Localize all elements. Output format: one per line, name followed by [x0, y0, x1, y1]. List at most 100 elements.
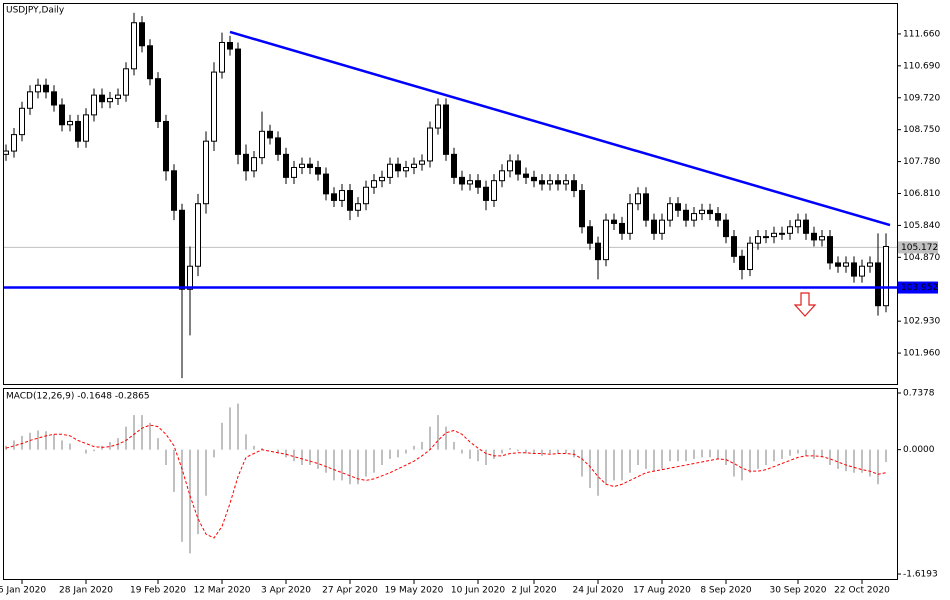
y-tick-label: 109.720: [903, 93, 940, 103]
candle-body: [803, 219, 809, 234]
candle-body: [667, 203, 673, 221]
candle-body: [115, 94, 121, 99]
x-tick-label: 2 Jul 2020: [511, 586, 556, 596]
candle-body: [419, 160, 425, 165]
candle-body: [515, 160, 521, 175]
candle-body: [531, 176, 537, 182]
y-tick-label: -1.6193: [903, 570, 938, 580]
y-tick-label: 110.690: [903, 61, 940, 71]
x-tick-label: 19 May 2020: [385, 586, 444, 596]
y-tick-label: 0.7378: [903, 389, 935, 399]
candle-body: [259, 130, 265, 159]
x-tick-label: 17 Aug 2020: [633, 586, 691, 596]
candle-body: [331, 193, 337, 201]
candle-body: [635, 193, 641, 205]
level-label: 103.952: [901, 283, 938, 293]
candle-body: [643, 193, 649, 221]
candle-body: [475, 180, 481, 188]
candle-body: [523, 173, 529, 178]
candle-body: [379, 176, 385, 182]
candle-body: [323, 173, 329, 195]
candle-body: [43, 84, 49, 93]
candle-body: [203, 140, 209, 205]
candle-body: [315, 167, 321, 175]
candle-body: [571, 180, 577, 192]
y-tick-label: 111.660: [903, 29, 940, 39]
candle-body: [139, 22, 145, 47]
candle-body: [235, 48, 241, 155]
candle-body: [675, 203, 681, 211]
candle-body: [427, 127, 433, 162]
candle-body: [107, 97, 113, 103]
candle-body: [83, 114, 89, 142]
candle-body: [99, 94, 105, 103]
candle-body: [275, 137, 281, 155]
candle-body: [547, 180, 553, 185]
candle-body: [555, 180, 561, 185]
candle-body: [27, 91, 33, 109]
candle-body: [291, 167, 297, 178]
candle-body: [163, 120, 169, 172]
chart-title: USDJPY,Daily: [6, 6, 65, 16]
candle-body: [251, 157, 257, 172]
candle-body: [283, 153, 289, 178]
candle-body: [363, 186, 369, 205]
candle-body: [451, 153, 457, 178]
candle-body: [755, 236, 761, 244]
candle-body: [299, 163, 305, 169]
candle-body: [707, 209, 713, 215]
candle-body: [883, 245, 889, 307]
candle-body: [467, 180, 473, 185]
candle-body: [187, 265, 193, 290]
candle-body: [595, 242, 601, 261]
candle-body: [659, 219, 665, 234]
candle-body: [443, 104, 449, 155]
y-tick-label: 0.0000: [903, 445, 935, 455]
candle-body: [651, 219, 657, 234]
candle-body: [739, 255, 745, 271]
y-tick-label: 105.840: [903, 221, 940, 231]
x-tick-label: 8 Sep 2020: [700, 586, 752, 596]
candle-body: [827, 236, 833, 264]
down-arrow: [793, 292, 817, 317]
candle-body: [619, 222, 625, 234]
candle-body: [723, 219, 729, 238]
candle-body: [67, 120, 73, 126]
x-tick-label: 3 Apr 2020: [261, 586, 311, 596]
candle-body: [747, 242, 753, 271]
candle-body: [795, 219, 801, 228]
candle-body: [219, 41, 225, 73]
candle-body: [627, 203, 633, 234]
signal-line: [5, 424, 887, 539]
candle-body: [763, 236, 769, 239]
candle-body: [579, 190, 585, 228]
candle-body: [395, 163, 401, 172]
candle-body: [355, 203, 361, 211]
candle-body: [875, 262, 881, 307]
candle-body: [347, 190, 353, 211]
candle-body: [683, 209, 689, 221]
current-price-box: [898, 241, 938, 254]
x-tick-label: 12 Mar 2020: [193, 586, 250, 596]
y-tick-label: 106.810: [903, 189, 940, 199]
candle-body: [779, 232, 785, 235]
candle-body: [539, 180, 545, 185]
candle-body: [59, 104, 65, 126]
candle-body: [131, 22, 137, 70]
candle-body: [603, 219, 609, 261]
x-tick-label: 10 Jun 2020: [451, 586, 505, 596]
level-box: [898, 281, 938, 294]
current-price-label: 105.172: [901, 243, 938, 253]
x-tick-label: 27 Apr 2020: [322, 586, 378, 596]
trendline: [229, 30, 891, 227]
x-tick-label: 22 Oct 2020: [834, 586, 890, 596]
y-tick-label: 108.750: [903, 125, 940, 135]
candle-body: [499, 170, 505, 182]
candle-body: [243, 153, 249, 172]
candle-body: [403, 167, 409, 172]
candle-body: [491, 180, 497, 201]
candle-body: [843, 262, 849, 267]
candle-body: [835, 262, 841, 267]
candle-body: [227, 41, 233, 50]
